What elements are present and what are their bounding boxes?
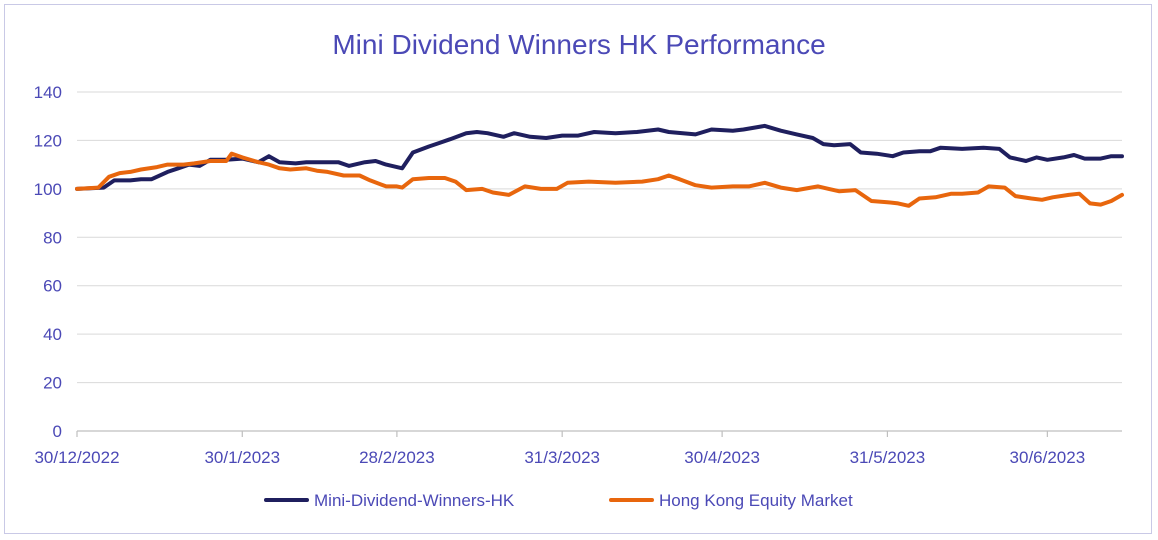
x-tick-label: 30/4/2023	[684, 448, 760, 467]
legend-label: Mini-Dividend-Winners-HK	[314, 491, 515, 510]
chart-title: Mini Dividend Winners HK Performance	[332, 29, 825, 60]
y-tick-label: 20	[43, 374, 62, 393]
y-tick-label: 120	[34, 131, 62, 150]
x-tick-label: 30/6/2023	[1010, 448, 1086, 467]
y-tick-label: 60	[43, 277, 62, 296]
x-axis-ticks: 30/12/2022 30/1/2023 28/2/2023 31/3/2023 30/…	[34, 431, 1085, 467]
x-tick-label: 31/5/2023	[850, 448, 926, 467]
x-tick-label: 30/1/2023	[204, 448, 280, 467]
y-axis-ticks: 0 20 40 60 80 100 120 140	[34, 83, 62, 441]
y-tick-label: 100	[34, 180, 62, 199]
y-tick-label: 40	[43, 325, 62, 344]
y-tick-label: 140	[34, 83, 62, 102]
legend-label: Hong Kong Equity Market	[659, 491, 853, 510]
series-lines	[75, 123, 1124, 208]
series-line-hong-kong-equity-market	[75, 151, 1124, 208]
x-tick-label: 30/12/2022	[34, 448, 119, 467]
y-tick-label: 80	[43, 228, 62, 247]
x-tick-label: 28/2/2023	[359, 448, 435, 467]
legend: Mini-Dividend-Winners-HK Hong Kong Equity…	[264, 491, 853, 510]
y-tick-label: 0	[53, 422, 62, 441]
x-tick-label: 31/3/2023	[524, 448, 600, 467]
series-line-mini-dividend-winners-hk	[75, 123, 1124, 191]
gridlines	[77, 91, 1122, 384]
